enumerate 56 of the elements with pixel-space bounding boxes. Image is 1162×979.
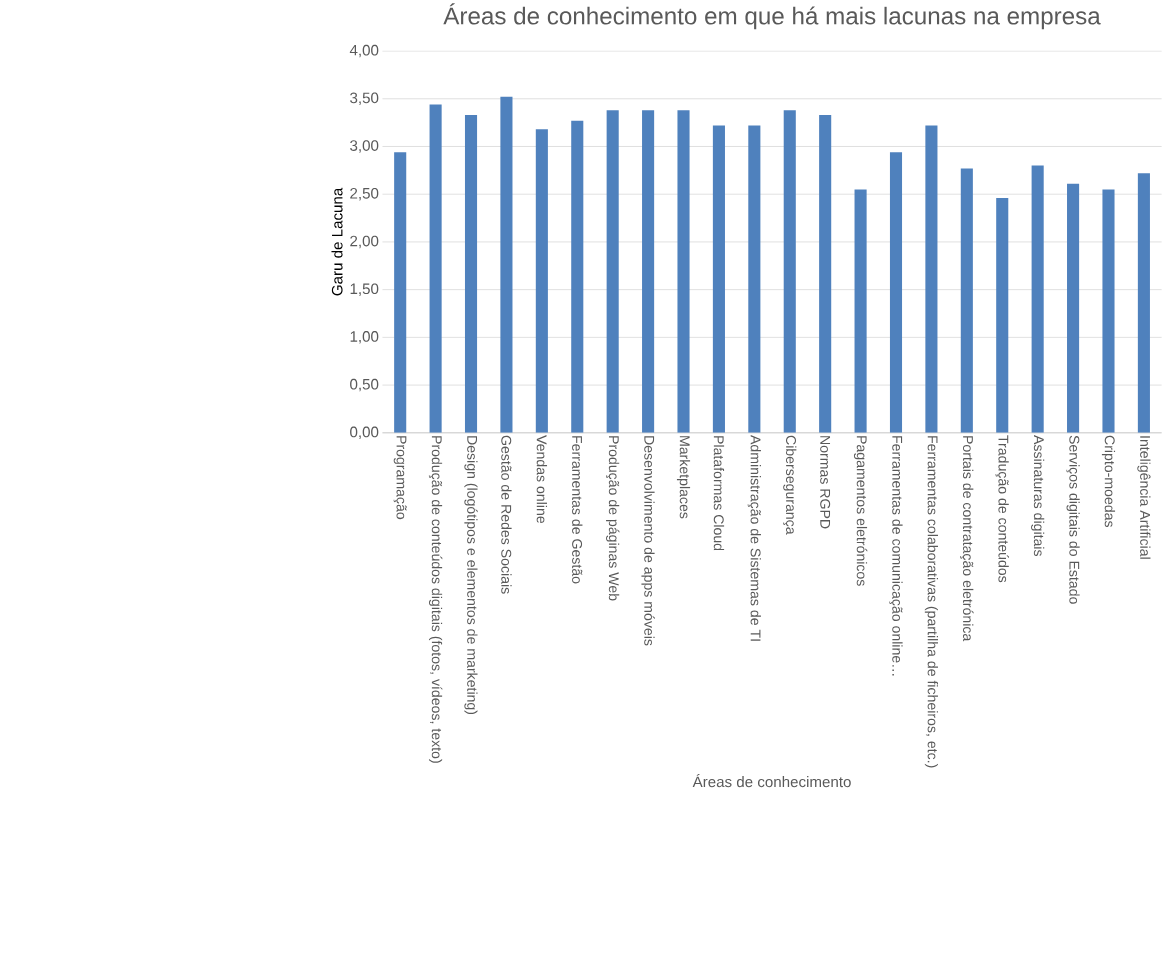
bar <box>677 110 690 433</box>
bar <box>394 152 407 433</box>
x-tick-label: Design (logótipos e elementos de marketing) <box>464 436 478 715</box>
y-axis-title: Garu de Lacuna <box>331 187 343 296</box>
x-tick-label: Ferramentas de Gestão <box>572 436 583 584</box>
bar <box>748 125 761 433</box>
bar <box>606 110 619 433</box>
x-tick-label: Normas RGPD <box>820 436 831 529</box>
bar <box>1137 173 1150 433</box>
x-tick-label: Serviços digitais do Estado <box>1066 435 1080 604</box>
bar <box>783 110 796 433</box>
x-tick-label: Cibersegurança <box>783 435 797 535</box>
bar <box>960 168 973 433</box>
bar <box>500 97 513 433</box>
x-tick-label: Inteligência Artificial <box>1137 436 1151 559</box>
bar <box>1102 189 1115 433</box>
y-tick-label: 2,50 <box>350 188 379 201</box>
y-tick-label: 1,00 <box>350 331 379 344</box>
x-tick-label: Tradução de conteúdos <box>995 435 1009 583</box>
x-tick-label: Marketplaces <box>676 436 691 519</box>
y-tick-label: 2,00 <box>350 235 379 249</box>
chart-title: Áreas de conhecimento em que há mais lacunas na empresa <box>443 3 1101 30</box>
bar <box>464 115 478 433</box>
y-tick-label: 3,50 <box>350 92 379 106</box>
bar <box>571 120 584 433</box>
bar <box>889 152 903 433</box>
bar <box>819 115 832 433</box>
bar <box>535 129 548 433</box>
y-tick-label: 0,50 <box>350 378 379 392</box>
bar <box>854 189 867 433</box>
x-tick-label: Ferramentas colaborativas (partilha de ficheiros, etc.) <box>924 436 938 768</box>
x-tick-label: Produção de conteúdos digitais (fotos, vídeos, texto) <box>428 436 443 763</box>
bar <box>429 104 442 433</box>
x-tick-label: Programação <box>393 436 407 520</box>
x-tick-label: Portais de contratação eletrónica <box>960 436 974 642</box>
x-tick-label: Administração de Sistemas de TI <box>747 435 761 641</box>
x-tick-label: Vendas online <box>536 435 548 524</box>
bar <box>996 198 1009 433</box>
bar <box>1031 165 1044 433</box>
x-axis-title: Áreas de conhecimento <box>692 774 851 788</box>
bar <box>642 110 655 433</box>
bar <box>712 125 725 433</box>
x-tick-label: Desenvolvimento de apps móveis <box>641 436 655 646</box>
x-tick-label: Gestão de Redes Sociais <box>501 435 512 594</box>
y-tick-label: 1,50 <box>350 283 379 297</box>
bar <box>925 125 938 433</box>
x-tick-label: Cripto-moedas <box>1101 435 1116 528</box>
x-tick-label: Pagamentos eletrónicos <box>853 436 868 586</box>
x-tick-label: Assinaturas digitais <box>1031 435 1045 557</box>
x-tick-label: Plataformas Cloud <box>713 436 725 551</box>
x-tick-label: Ferramentas de comunicação online… <box>889 436 903 676</box>
y-tick-label: 4,00 <box>349 44 379 58</box>
y-tick-label: 0,00 <box>350 426 379 440</box>
y-tick-label: 3,00 <box>350 140 379 153</box>
x-tick-label: Produção de páginas Web <box>605 436 620 601</box>
bar <box>1067 183 1080 433</box>
